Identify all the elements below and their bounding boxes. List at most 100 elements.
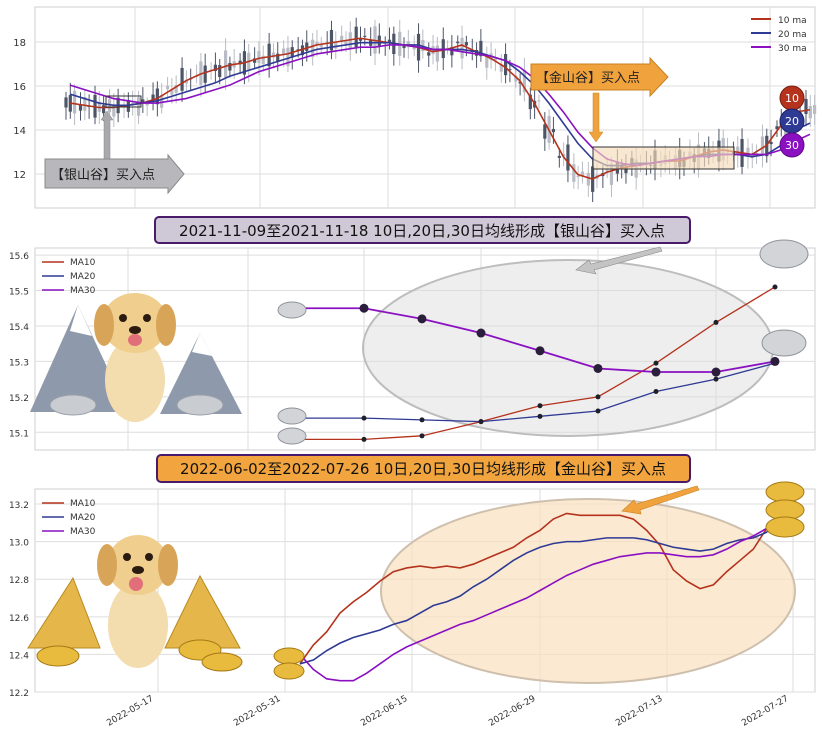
silver-ingot-right bbox=[176, 394, 224, 416]
dog-eye-left bbox=[119, 314, 127, 322]
candle-body bbox=[402, 45, 406, 49]
candle-body bbox=[224, 50, 228, 78]
candle-body bbox=[609, 163, 614, 185]
bot-line-ma20 bbox=[299, 514, 781, 665]
mid-point-ma20 bbox=[713, 376, 719, 382]
mid-ytick: 15.1 bbox=[9, 429, 29, 439]
mid-ytick: 15.4 bbox=[9, 323, 29, 333]
candle-body bbox=[276, 53, 280, 63]
mid-ytick: 15.5 bbox=[9, 288, 29, 298]
badge-10-label: 10 bbox=[785, 92, 799, 105]
bot-ytick: 13.0 bbox=[9, 539, 29, 549]
candle-body bbox=[174, 85, 178, 93]
legend-label-30ma: 30 ma bbox=[778, 44, 807, 54]
candle-body bbox=[746, 147, 750, 158]
candle-body bbox=[213, 64, 217, 71]
bot-ytick: 12.4 bbox=[9, 651, 29, 661]
candle-body bbox=[769, 141, 773, 145]
dog-nose bbox=[129, 326, 141, 334]
mid-point-ma10 bbox=[595, 394, 601, 400]
mid-point-ma30 bbox=[535, 346, 545, 356]
mid-point-ma30 bbox=[593, 363, 603, 373]
candle-body bbox=[474, 49, 479, 56]
candle-body bbox=[580, 171, 585, 177]
candle-body bbox=[528, 94, 532, 110]
mid-point-ma30 bbox=[770, 356, 780, 366]
ingot-ma20-start bbox=[277, 407, 307, 425]
gold-marker-start-1 bbox=[273, 647, 305, 665]
candle-body bbox=[363, 35, 367, 37]
candle-body bbox=[499, 64, 503, 72]
candle-body bbox=[141, 99, 145, 103]
candle-body bbox=[305, 42, 309, 51]
top-ytick-12: 12 bbox=[13, 170, 26, 181]
candle-body bbox=[804, 98, 808, 114]
legend-label-20ma: 20 ma bbox=[778, 30, 807, 40]
bottom-xticks: 2022-05-17 2022-05-31 2022-06-15 2022-06-29… bbox=[105, 694, 790, 729]
dog-ear-left bbox=[94, 304, 114, 346]
gold-pointer-arrow bbox=[621, 485, 700, 515]
candle-body bbox=[460, 37, 464, 59]
candle-body bbox=[605, 169, 609, 172]
bot-legend-label-ma10: MA10 bbox=[70, 499, 96, 509]
mid-point-ma10 bbox=[419, 433, 425, 439]
ingot-ma30-start bbox=[277, 301, 307, 319]
candle-body bbox=[165, 85, 170, 90]
bot-ytick: 12.6 bbox=[9, 614, 29, 624]
bot-ytick: 13.2 bbox=[9, 501, 29, 511]
bot-xtick: 2022-07-27 bbox=[740, 694, 790, 729]
badge-20-label: 20 bbox=[785, 115, 799, 128]
mountain-left bbox=[30, 305, 128, 412]
gold-label: 【金山谷】买入点 bbox=[536, 70, 640, 86]
mid-point-ma20 bbox=[595, 408, 601, 414]
mountain-right bbox=[160, 333, 242, 414]
candle-body bbox=[551, 128, 556, 133]
mid-point-ma10 bbox=[653, 360, 659, 366]
candle-body bbox=[435, 45, 439, 62]
ingot-ma10-start bbox=[277, 427, 307, 445]
silver-highlight-ellipse bbox=[362, 259, 774, 437]
bottom-panel: 12.2 12.4 12.6 12.8 13.0 13.2 bbox=[9, 481, 816, 729]
candle-body bbox=[445, 47, 450, 49]
bot-xtick: 2022-07-13 bbox=[614, 694, 664, 729]
candle-body bbox=[503, 54, 508, 76]
mid-point-ma20 bbox=[653, 389, 659, 395]
candle-body bbox=[102, 105, 106, 114]
mid-ytick: 15.6 bbox=[9, 252, 29, 262]
candle-body bbox=[286, 47, 290, 67]
middle-series bbox=[300, 284, 780, 442]
candle-body bbox=[257, 51, 261, 63]
candle-body bbox=[421, 40, 425, 52]
mid-point-ma30 bbox=[711, 367, 721, 377]
mid-point-ma20 bbox=[361, 415, 367, 421]
bottom-yticks: 12.2 12.4 12.6 12.8 13.0 13.2 bbox=[9, 501, 29, 699]
candle-body bbox=[354, 26, 358, 48]
middle-legend: MA10 MA20 MA30 bbox=[42, 258, 96, 296]
mid-ytick: 15.3 bbox=[9, 358, 29, 368]
middle-panel: 15.1 15.2 15.3 15.4 15.5 15.6 bbox=[9, 239, 816, 451]
candle-body bbox=[73, 90, 77, 114]
gold-ingot-right bbox=[201, 652, 243, 672]
candle-body bbox=[562, 153, 566, 157]
candle-body bbox=[508, 69, 512, 71]
bot-line-ma10 bbox=[299, 512, 781, 665]
dog-gold-body bbox=[108, 582, 168, 668]
candle-body bbox=[261, 55, 265, 65]
bot-ytick: 12.8 bbox=[9, 576, 29, 586]
candle-body bbox=[300, 45, 305, 56]
dog-gold-eye-right bbox=[145, 553, 153, 561]
gold-banner-text: 2022-06-02至2022-07-26 10日,20日,30日均线形成【金山… bbox=[180, 460, 666, 478]
bot-xtick: 2022-05-17 bbox=[105, 694, 155, 729]
candle-body bbox=[151, 94, 155, 102]
candle-body bbox=[267, 43, 271, 67]
candle-body bbox=[586, 173, 590, 186]
candle-body bbox=[493, 58, 497, 61]
candle-body bbox=[329, 29, 334, 51]
candle-body bbox=[218, 65, 222, 78]
silver-label-arrow bbox=[44, 153, 185, 195]
candle-body bbox=[514, 75, 518, 82]
mid-legend-label-ma10: MA10 bbox=[70, 258, 96, 268]
ingot-ma10-end bbox=[759, 239, 809, 269]
mid-point-ma10 bbox=[713, 319, 719, 325]
